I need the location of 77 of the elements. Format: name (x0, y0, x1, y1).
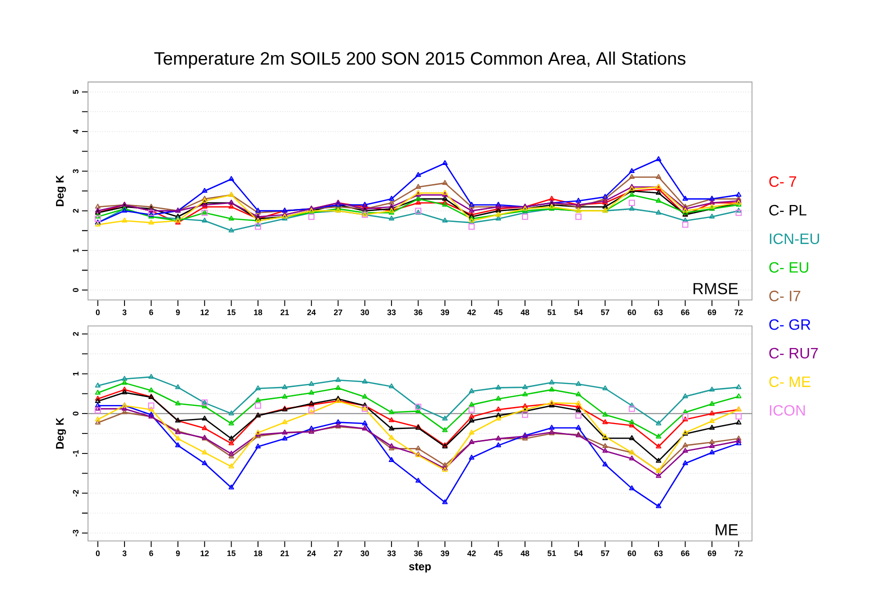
x-tick-label: 48 (520, 310, 530, 316)
series-label: C- PL (769, 204, 806, 216)
x-tick-label: 18 (254, 310, 262, 316)
x-tick-label: 15 (227, 550, 236, 556)
y-axis-title: Deg K (56, 175, 66, 206)
y-tick-label: 4 (72, 129, 78, 134)
x-tick-label: 6 (149, 550, 154, 556)
x-tick-label: 45 (494, 550, 503, 556)
x-tick-label: 51 (548, 310, 556, 316)
x-tick-label: 42 (467, 550, 476, 556)
x-tick-label: 36 (414, 310, 422, 316)
x-axis-title: step (409, 563, 431, 573)
x-tick-label: 3 (122, 310, 126, 316)
x-tick-label: 69 (708, 310, 716, 316)
y-tick-label: 5 (72, 90, 78, 94)
x-tick-label: 72 (734, 310, 743, 316)
y-tick-label: 2 (72, 208, 78, 213)
annotation: ME (716, 524, 738, 536)
x-tick-label: 9 (176, 550, 180, 556)
text: C- RU7 (769, 348, 818, 358)
x-tick-label: 0 (96, 550, 100, 556)
x-tick-label: 33 (387, 550, 396, 556)
x-tick-label: 27 (334, 550, 342, 556)
x-tick-label: 57 (600, 310, 610, 316)
y-tick-label: 1 (72, 248, 78, 252)
x-tick-label: 48 (520, 550, 530, 556)
x-tick-label: 3 (122, 550, 126, 556)
x-tick-label: 6 (149, 310, 154, 316)
x-tick-label: 21 (280, 550, 289, 556)
x-tick-label: 39 (440, 310, 450, 316)
y-tick-label: 2 (72, 332, 78, 336)
x-tick-label: 69 (708, 550, 716, 556)
x-tick-label: 54 (574, 550, 583, 556)
x-tick-label: 45 (494, 310, 503, 316)
x-tick-label: 12 (200, 310, 209, 316)
x-tick-label: 21 (280, 310, 289, 316)
x-tick-label: 57 (600, 550, 610, 556)
x-tick-label: 63 (654, 310, 663, 316)
x-tick-label: 51 (548, 550, 556, 556)
x-tick-label: 12 (200, 550, 209, 556)
chart-title: Temperature 2m SOIL5 200 SON 2015 Common Area, All Stations (154, 52, 686, 68)
y-tick-label: -3 (72, 530, 78, 536)
x-tick-label: 36 (414, 550, 422, 556)
x-tick-label: 24 (307, 550, 316, 556)
y-tick-label: 1 (72, 372, 78, 376)
x-tick-label: 9 (176, 310, 180, 316)
x-tick-label: 66 (681, 550, 690, 556)
x-tick-label: 24 (307, 310, 316, 316)
text: C- 7 (769, 176, 796, 187)
y-tick-label: 3 (72, 169, 78, 174)
text: C- ME (769, 376, 810, 388)
x-tick-label: 66 (681, 310, 690, 316)
x-tick-label: 42 (467, 310, 476, 316)
x-tick-label: 30 (360, 550, 369, 556)
text: C- EU (769, 262, 808, 273)
x-tick-label: 0 (96, 310, 100, 316)
text: C- I7 (769, 290, 800, 302)
x-tick-label: 15 (227, 310, 236, 316)
x-tick-label: 30 (360, 310, 369, 316)
y-tick-label: -1 (72, 450, 78, 457)
x-tick-label: 60 (628, 550, 636, 556)
x-tick-label: 39 (440, 550, 450, 556)
text: ICN-EU (770, 233, 820, 244)
x-tick-label: 33 (387, 310, 396, 316)
text: C- GR (769, 319, 810, 330)
x-tick-label: 27 (334, 310, 342, 316)
x-tick-label: 63 (654, 550, 663, 556)
x-tick-label: 18 (254, 550, 262, 556)
x-tick-label: 54 (574, 310, 583, 316)
y-tick-label: 0 (72, 412, 78, 416)
text: ICON (770, 405, 805, 416)
x-tick-label: 72 (734, 550, 743, 556)
y-tick-label: 0 (72, 288, 78, 292)
annotation: RMSE (694, 282, 738, 294)
x-tick-label: 60 (628, 310, 636, 316)
y-axis-title: Deg K (56, 418, 66, 449)
y-tick-label: -2 (72, 490, 78, 496)
